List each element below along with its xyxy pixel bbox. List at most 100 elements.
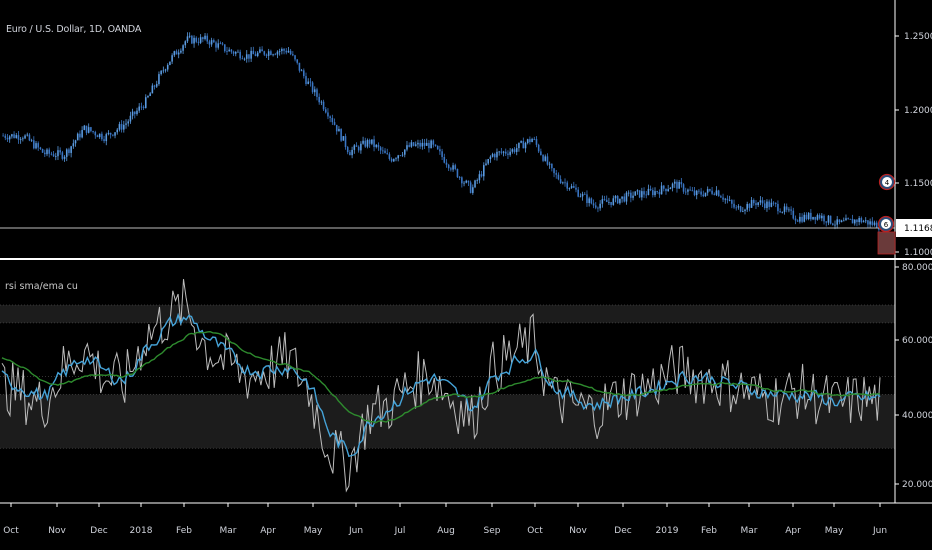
- candle: [120, 120, 123, 133]
- candle: [131, 108, 134, 120]
- candle: [48, 147, 50, 158]
- candle: [649, 185, 652, 192]
- time-tick-label: Feb: [701, 526, 717, 536]
- candle: [559, 175, 562, 184]
- candle: [531, 137, 533, 143]
- candle: [823, 214, 825, 225]
- candle: [469, 180, 472, 194]
- candle: [155, 80, 158, 88]
- candle: [94, 130, 97, 139]
- candle: [193, 35, 195, 48]
- candle: [274, 52, 277, 56]
- candle: [54, 152, 57, 161]
- candle: [436, 145, 439, 150]
- candle: [788, 207, 790, 213]
- candle: [873, 220, 876, 227]
- candle: [821, 213, 823, 222]
- candle: [296, 59, 299, 65]
- candle: [204, 33, 206, 41]
- candle: [144, 94, 147, 109]
- candle: [638, 190, 641, 199]
- candle: [862, 219, 865, 223]
- candle: [678, 179, 680, 189]
- candle: [717, 189, 720, 197]
- candle: [548, 161, 551, 169]
- candle: [597, 206, 599, 213]
- candle: [660, 182, 663, 195]
- candle: [746, 201, 748, 212]
- time-tick-label: Mar: [220, 526, 237, 536]
- candle: [483, 162, 485, 181]
- candle: [177, 49, 180, 59]
- candle: [700, 187, 702, 197]
- candle: [303, 68, 305, 79]
- candle: [162, 66, 165, 74]
- candle: [327, 108, 329, 120]
- candle: [412, 141, 415, 147]
- candle: [223, 44, 226, 53]
- candle: [421, 138, 424, 150]
- candle: [774, 202, 777, 208]
- candle: [283, 47, 285, 55]
- candle: [103, 135, 105, 144]
- candle: [645, 190, 648, 199]
- candle: [588, 196, 590, 207]
- candle: [153, 84, 156, 90]
- candle: [836, 216, 838, 229]
- candle: [213, 38, 215, 43]
- candle: [28, 133, 31, 142]
- candle: [461, 176, 463, 188]
- badge-label: 4: [885, 179, 890, 187]
- candle: [324, 107, 327, 114]
- candle: [166, 63, 169, 72]
- candle: [491, 152, 494, 158]
- candle: [520, 140, 522, 144]
- candle: [722, 193, 724, 202]
- candle: [439, 145, 441, 155]
- candle: [425, 138, 428, 146]
- candle: [511, 148, 514, 154]
- candle: [19, 137, 22, 144]
- rsi-axis[interactable]: 80.0000 60.0000 40.0000 20.0000: [895, 263, 932, 490]
- candle: [489, 155, 492, 163]
- candle: [557, 172, 560, 181]
- time-tick-label: Apr: [260, 526, 276, 536]
- candle: [92, 130, 94, 134]
- candle: [472, 184, 474, 195]
- candle: [665, 188, 667, 195]
- candle: [199, 34, 202, 45]
- candle: [515, 143, 518, 156]
- time-axis[interactable]: Oct Nov Dec 2018 Feb Mar Apr May Jun Jul Aug Sep Oct…: [3, 503, 887, 536]
- candle: [309, 78, 312, 87]
- candle: [305, 72, 307, 86]
- candle: [856, 218, 858, 227]
- rsi-pane[interactable]: [0, 279, 895, 493]
- rsi-bands: [0, 304, 895, 449]
- candle: [393, 158, 395, 162]
- candle: [742, 207, 744, 213]
- candle: [570, 183, 573, 189]
- candle: [693, 187, 696, 197]
- candle: [17, 130, 20, 144]
- candle: [555, 169, 558, 179]
- candle: [752, 198, 755, 206]
- candle: [625, 191, 628, 205]
- candle: [59, 147, 61, 155]
- price-pane[interactable]: [0, 32, 895, 234]
- candle: [360, 141, 362, 154]
- alert-badge[interactable]: 4: [878, 173, 896, 191]
- candle: [522, 137, 525, 149]
- candle: [72, 139, 75, 149]
- price-axis[interactable]: 1.25000 1.20000 1.15000 1.10000 4 6 1.: [877, 0, 932, 503]
- candle: [401, 152, 404, 157]
- candle: [250, 47, 252, 62]
- candle: [318, 93, 320, 105]
- alert-badge[interactable]: 6: [877, 215, 895, 233]
- candle: [551, 163, 553, 172]
- candle: [65, 148, 68, 162]
- candle: [443, 153, 446, 164]
- candle: [127, 119, 130, 127]
- candle: [445, 159, 448, 168]
